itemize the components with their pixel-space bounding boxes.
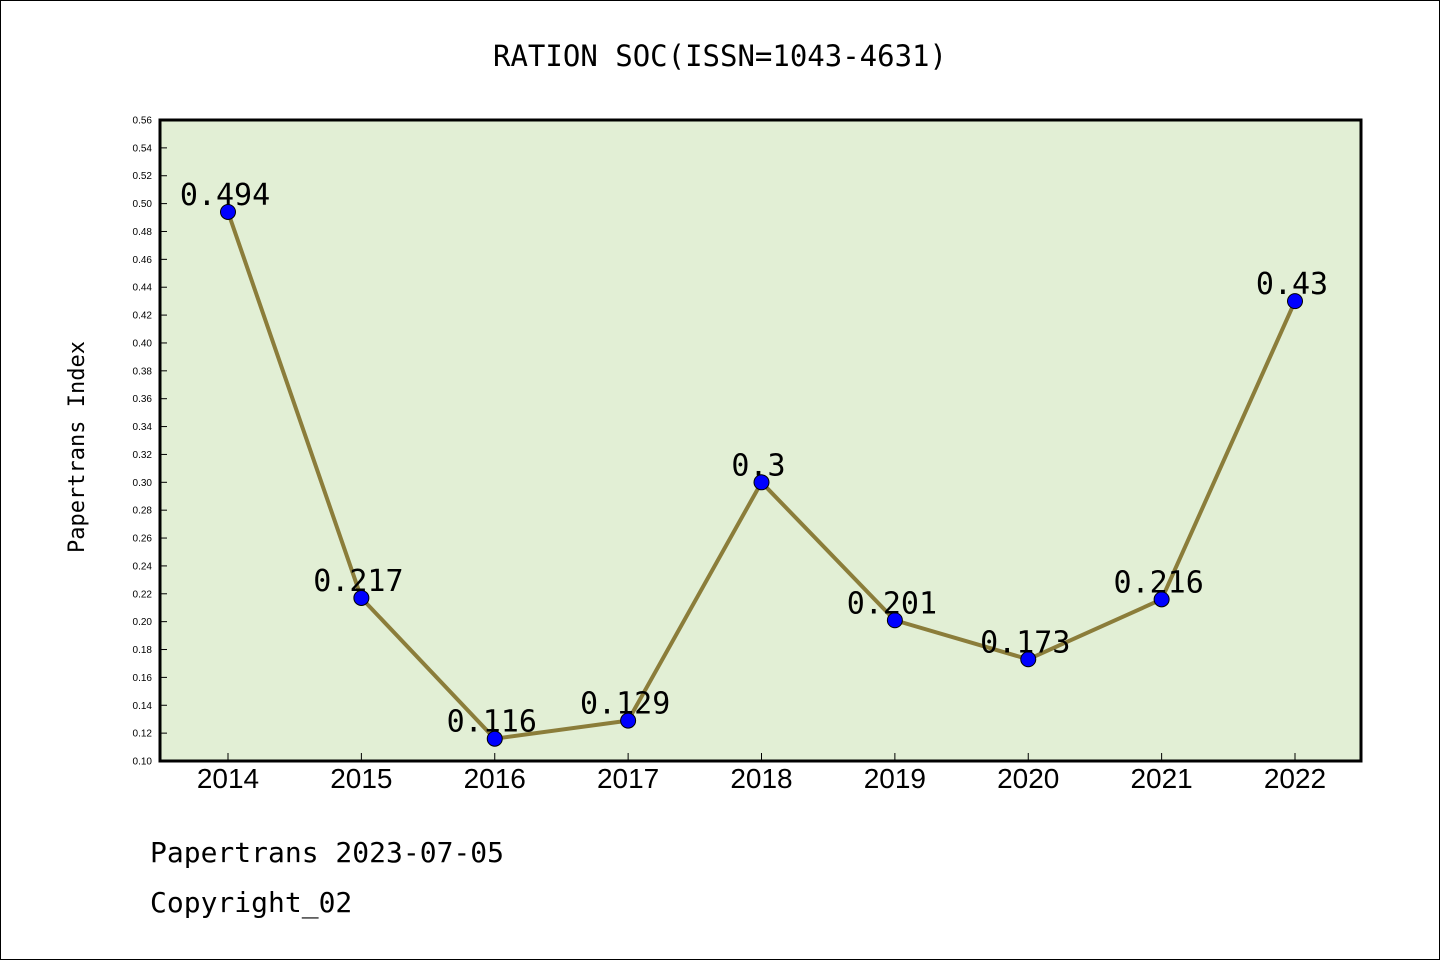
y-tick-label: 0.14	[133, 701, 153, 712]
y-tick-label: 0.30	[133, 478, 153, 489]
y-tick-label: 0.36	[133, 394, 153, 405]
y-tick-label: 0.52	[133, 171, 153, 182]
plot-area	[158, 118, 1363, 763]
data-point	[753, 474, 770, 491]
data-label: 0.173	[980, 625, 1070, 660]
data-point	[1153, 591, 1170, 608]
data-point	[886, 612, 903, 629]
x-tick-label: 2021	[1130, 763, 1192, 794]
chart-title: RATION SOC(ISSN=1043-4631)	[493, 39, 947, 73]
y-tick-label: 0.10	[133, 757, 153, 768]
x-tick-label: 2018	[730, 763, 792, 794]
y-tick-label: 0.22	[133, 589, 153, 600]
data-label: 0.116	[447, 705, 537, 740]
y-tick-label: 0.16	[133, 673, 153, 684]
y-tick-label: 0.28	[133, 506, 153, 517]
y-tick-label: 0.48	[133, 227, 153, 238]
y-tick-label: 0.46	[133, 255, 153, 266]
x-axis: 2014 2015 2016 2017 2018 2019 2020 2021 2022	[197, 753, 1326, 794]
x-tick-label: 2017	[597, 763, 659, 794]
y-axis: 0.10 0.12 0.14 0.16 0.18 0.20 0.22 0.24 0.26 0.28…	[133, 116, 167, 768]
y-tick-label: 0.18	[133, 645, 153, 656]
series-markers	[220, 203, 1303, 747]
data-point	[353, 589, 370, 606]
data-point	[620, 712, 637, 729]
data-label: 0.43	[1256, 267, 1328, 302]
x-tick-label: 2019	[864, 763, 926, 794]
x-tick-label: 2015	[330, 763, 392, 794]
y-tick-label: 0.42	[133, 311, 153, 322]
y-tick-label: 0.34	[133, 422, 153, 433]
data-label: 0.216	[1113, 565, 1203, 600]
data-point	[486, 730, 503, 747]
data-labels: 0.494 0.217 0.116 0.129 0.3 0.201 0.173 0.216 0.…	[180, 178, 1328, 740]
data-point	[220, 203, 236, 220]
y-tick-label: 0.38	[133, 366, 153, 377]
data-label: 0.129	[580, 687, 670, 722]
data-label: 0.217	[313, 564, 403, 599]
y-tick-label: 0.54	[133, 143, 153, 154]
footer-date: Papertrans 2023-07-05	[150, 836, 505, 869]
x-tick-label: 2014	[197, 763, 259, 794]
data-point	[1020, 651, 1037, 668]
y-tick-label: 0.26	[133, 534, 153, 545]
y-tick-label: 0.40	[133, 338, 153, 349]
y-tick-label: 0.32	[133, 450, 153, 461]
data-label: 0.3	[731, 448, 785, 483]
data-point	[1287, 293, 1303, 310]
y-tick-label: 0.50	[133, 199, 153, 210]
data-label: 0.494	[180, 178, 270, 213]
x-tick-label: 2022	[1264, 763, 1326, 794]
data-label: 0.201	[847, 586, 937, 621]
y-axis-label: Papertrans Index	[65, 341, 90, 553]
footer-copyright: Copyright_02	[150, 886, 353, 919]
y-tick-label: 0.44	[133, 283, 153, 294]
y-tick-label: 0.20	[133, 617, 153, 628]
y-tick-label: 0.56	[133, 116, 153, 127]
y-tick-label: 0.12	[133, 729, 153, 740]
x-tick-label: 2016	[464, 763, 526, 794]
y-tick-label: 0.24	[133, 561, 153, 572]
x-tick-label: 2020	[997, 763, 1059, 794]
